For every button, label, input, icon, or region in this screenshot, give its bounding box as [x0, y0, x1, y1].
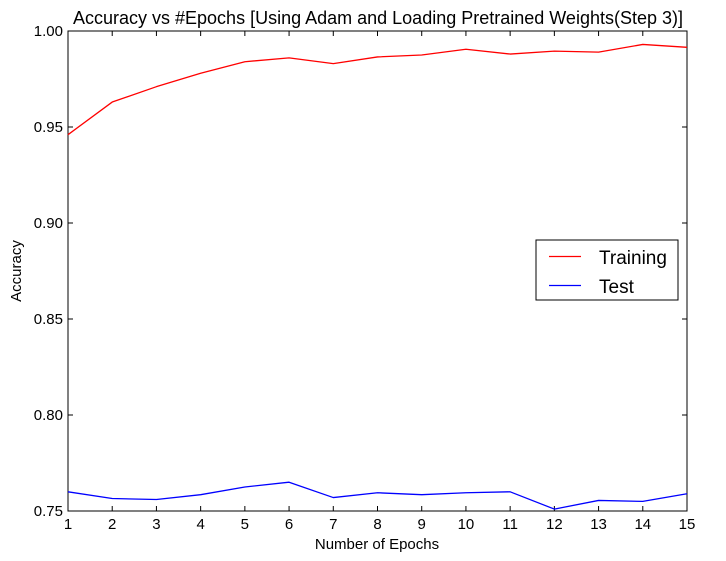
y-tick-label: 1.00: [34, 23, 63, 40]
chart-title: Accuracy vs #Epochs [Using Adam and Load…: [73, 8, 683, 28]
series-lines: [67, 43, 688, 510]
x-tick-label: 15: [679, 516, 696, 533]
y-axis-label: Accuracy: [8, 240, 25, 302]
y-tick-label: 0.85: [34, 311, 63, 328]
legend-box: [535, 239, 679, 301]
x-tick-label: 10: [458, 516, 475, 533]
x-tick-label: 6: [285, 516, 293, 533]
x-tick-label: 13: [590, 516, 607, 533]
x-tick-label: 9: [418, 516, 426, 533]
x-tick-label: 7: [329, 516, 337, 533]
x-tick-label: 4: [196, 516, 204, 533]
x-tick-label: 14: [634, 516, 651, 533]
y-tick-label: 0.75: [34, 503, 63, 520]
x-tick-label: 3: [152, 516, 160, 533]
x-tick-label: 5: [241, 516, 249, 533]
x-tick-label: 11: [502, 516, 518, 533]
x-axis-label: Number of Epochs: [315, 536, 439, 553]
y-tick-label: 0.95: [34, 119, 63, 136]
y-tick-label: 0.90: [34, 215, 63, 232]
series-line-test: [67, 481, 688, 510]
legend-label-test: Test: [599, 277, 635, 298]
x-tick-label: 2: [108, 516, 116, 533]
y-tick-label: 0.80: [34, 407, 63, 424]
x-tick-label: 1: [64, 516, 72, 533]
x-tick-label: 12: [546, 516, 563, 533]
axis-ticks: 1 2 3 4 5 6 7 8 9 10 11 12 13 14 150.750.800.850.900.9…: [34, 23, 696, 533]
legend-label-training: Training: [599, 248, 667, 269]
x-tick-label: 8: [373, 516, 381, 533]
legend: Training Test: [535, 239, 679, 301]
series-line-training: [67, 43, 688, 136]
